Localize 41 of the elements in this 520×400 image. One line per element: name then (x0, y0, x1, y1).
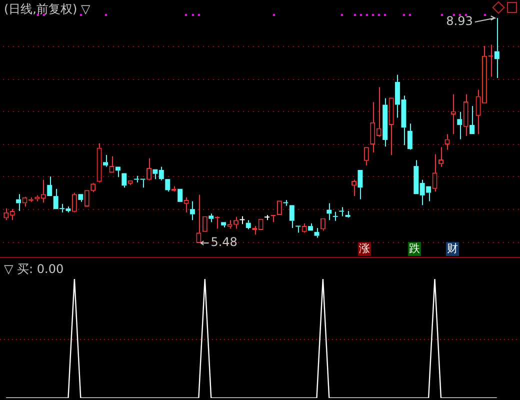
annotation: 跌 (408, 242, 421, 256)
annotation: 5.48 (210, 235, 238, 250)
candlestick (283, 199, 288, 206)
chart-title: ▽ 买: 0.00 (4, 261, 64, 278)
annotation: 涨 (358, 242, 371, 256)
chart-title: (日线,前复权) ▽ (4, 1, 90, 18)
candlestick (308, 222, 314, 231)
candlestick (382, 98, 388, 147)
annotation: 财 (446, 242, 459, 256)
candlestick (103, 154, 108, 168)
candlestick (208, 213, 214, 223)
candlestick (494, 18, 500, 78)
annotation: 8.93 (446, 14, 473, 28)
candlestick (388, 98, 394, 156)
candlestick (96, 142, 102, 182)
candlestick (314, 228, 320, 238)
candlestick (115, 166, 120, 178)
candlestick (72, 192, 77, 212)
candlestick (463, 94, 468, 137)
candlestick (432, 154, 438, 192)
candlestick (16, 194, 22, 212)
candlestick (407, 123, 412, 150)
candlestick (470, 106, 475, 134)
candlestick (146, 158, 152, 180)
candlestick (190, 200, 195, 221)
candlestick (184, 196, 189, 213)
candlestick (78, 194, 84, 202)
candlestick (221, 222, 226, 228)
candlestick (326, 202, 332, 221)
candlestick (165, 179, 170, 192)
candlestick (364, 147, 369, 166)
candlestick (289, 205, 294, 228)
candlestick (246, 220, 251, 230)
candlestick (122, 173, 127, 188)
candlestick (47, 176, 52, 196)
candlestick (339, 206, 344, 217)
candlestick (196, 194, 202, 243)
candlestick (296, 226, 301, 234)
candlestick (457, 111, 462, 140)
candlestick (332, 211, 338, 222)
candlestick (488, 44, 494, 78)
